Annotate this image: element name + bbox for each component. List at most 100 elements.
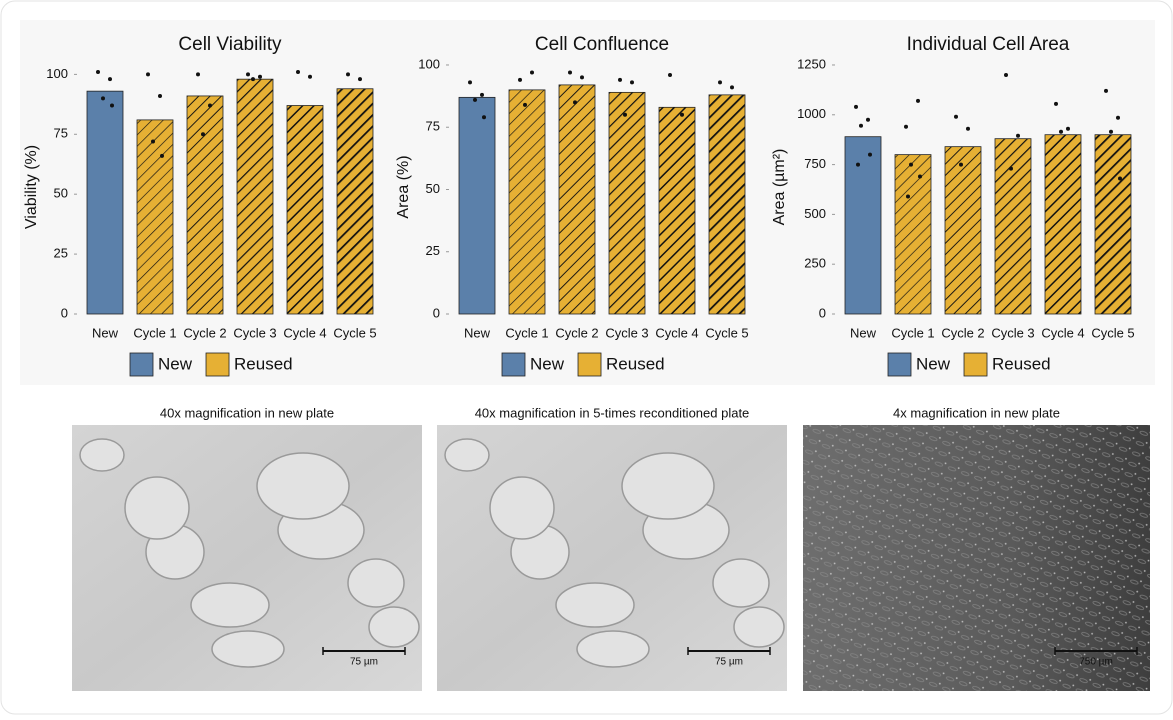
x-tick-label: Cycle 1 <box>133 325 176 340</box>
data-point <box>1054 101 1058 106</box>
data-point <box>906 194 910 199</box>
data-point <box>308 74 312 79</box>
legend-swatch <box>963 352 988 377</box>
bar <box>86 90 124 315</box>
bar <box>658 106 696 315</box>
y-tick-label: 75 <box>54 126 68 141</box>
data-point <box>251 77 255 82</box>
x-tick-label: Cycle 2 <box>555 325 598 340</box>
data-point <box>630 80 634 85</box>
data-point <box>618 77 622 82</box>
data-point <box>96 69 100 74</box>
data-point <box>530 70 534 75</box>
cell-shape <box>555 582 635 628</box>
bar <box>944 146 982 315</box>
data-point <box>108 77 112 82</box>
bar <box>136 119 174 315</box>
data-point <box>730 85 734 90</box>
x-tick-label: Cycle 2 <box>941 325 984 340</box>
legend-label: New <box>916 354 951 373</box>
bar <box>608 91 646 315</box>
legend-swatch <box>501 352 526 377</box>
data-point <box>856 162 860 167</box>
x-tick-label: New <box>92 325 119 340</box>
data-point <box>859 123 863 128</box>
y-tick-label: 25 <box>54 246 68 261</box>
data-point <box>346 72 350 77</box>
data-point <box>718 80 722 85</box>
scale-label: 750 µm <box>1079 657 1113 668</box>
chart-title: Cell Viability <box>178 34 282 55</box>
cell-shape <box>256 452 350 520</box>
data-point <box>1118 176 1122 181</box>
y-tick-label: 0 <box>433 305 440 320</box>
cell-shape <box>621 452 715 520</box>
data-point <box>680 112 684 117</box>
x-tick-label: New <box>464 325 491 340</box>
bar <box>844 136 882 315</box>
chart-title: Cell Confluence <box>535 34 669 55</box>
legend-label: Reused <box>234 354 293 373</box>
cell-shape <box>444 438 490 472</box>
y-tick-label: 750 <box>804 156 826 171</box>
bar <box>458 96 496 315</box>
bar <box>186 95 224 315</box>
data-point <box>208 103 212 108</box>
bar <box>286 105 324 315</box>
data-point <box>1059 129 1063 134</box>
y-axis-label: Viability (%) <box>23 145 40 229</box>
data-point <box>916 98 920 103</box>
legend-label: New <box>158 354 193 373</box>
data-point <box>518 77 522 82</box>
data-point <box>580 75 584 80</box>
data-point <box>523 102 527 107</box>
data-point <box>258 74 262 79</box>
y-tick-label: 25 <box>426 243 440 258</box>
bar <box>558 84 596 315</box>
y-tick-label: 100 <box>46 66 68 81</box>
y-tick-label: 50 <box>426 181 440 196</box>
y-tick-label: 1000 <box>797 106 826 121</box>
cell-shape <box>576 630 650 668</box>
data-point <box>1009 166 1013 171</box>
data-point <box>358 77 362 82</box>
bar <box>894 154 932 315</box>
x-tick-label: Cycle 1 <box>505 325 548 340</box>
x-tick-label: Cycle 2 <box>183 325 226 340</box>
bar <box>708 94 746 315</box>
x-tick-label: Cycle 4 <box>1041 325 1084 340</box>
legend-label: Reused <box>606 354 665 373</box>
x-tick-label: Cycle 3 <box>605 325 648 340</box>
y-tick-label: 75 <box>426 119 440 134</box>
data-point <box>246 72 250 77</box>
data-point <box>573 100 577 105</box>
x-tick-label: Cycle 3 <box>991 325 1034 340</box>
bar <box>336 88 374 315</box>
data-point <box>866 117 870 122</box>
cell-shape <box>211 630 285 668</box>
bar <box>236 78 274 315</box>
data-point <box>966 126 970 131</box>
data-point <box>482 115 486 120</box>
data-point <box>854 104 858 109</box>
x-tick-label: New <box>850 325 877 340</box>
data-point <box>1116 115 1120 120</box>
y-tick-label: 100 <box>418 56 440 71</box>
bar <box>508 89 546 315</box>
data-point <box>623 112 627 117</box>
image-caption: 40x magnification in 5-times recondition… <box>475 405 750 420</box>
legend-label: Reused <box>992 354 1051 373</box>
y-axis-label: Area (%) <box>395 155 412 218</box>
data-point <box>146 72 150 77</box>
x-tick-label: Cycle 4 <box>655 325 698 340</box>
data-point <box>110 103 114 108</box>
data-point <box>909 162 913 167</box>
data-point <box>1109 129 1113 134</box>
data-point <box>959 162 963 167</box>
cell-shape <box>368 606 420 648</box>
y-tick-label: 50 <box>54 186 68 201</box>
data-point <box>1004 72 1008 77</box>
data-point <box>296 69 300 74</box>
data-point <box>480 92 484 97</box>
